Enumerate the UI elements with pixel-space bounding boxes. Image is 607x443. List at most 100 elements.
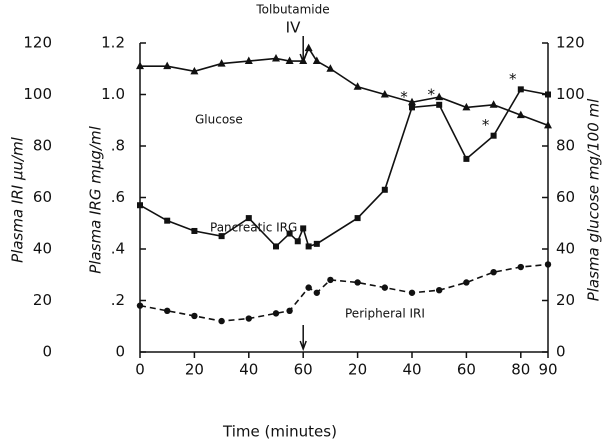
point <box>304 43 313 52</box>
y3-tick-label: 120 <box>23 34 52 52</box>
x-tick-label: 80 <box>511 361 530 379</box>
y2-tick-label: 40 <box>556 240 575 258</box>
point <box>544 261 552 268</box>
x-tick-label: 60 <box>294 361 313 379</box>
y3-tick-label: 0 <box>42 343 52 361</box>
y2-tick-label: 80 <box>556 137 575 155</box>
y-axis-label: Plasma IRG mμg/ml <box>87 125 105 273</box>
y2-axis-label: Plasma glucose mg/100 ml <box>585 98 603 301</box>
y2-tick-label: 120 <box>556 34 585 52</box>
event-arrow-head <box>299 340 307 352</box>
point <box>190 66 199 75</box>
point <box>381 186 388 193</box>
y3-tick-label: 40 <box>33 240 52 258</box>
y2-tick-label: 60 <box>556 188 575 206</box>
point <box>217 59 226 67</box>
point <box>517 263 524 271</box>
point <box>164 217 171 224</box>
x-tick-label: 0 <box>135 361 145 379</box>
point <box>163 61 172 70</box>
point <box>136 61 144 70</box>
point <box>164 307 171 314</box>
point <box>381 284 388 291</box>
point <box>436 287 443 294</box>
point <box>463 155 470 162</box>
point <box>517 86 524 93</box>
point <box>408 97 416 106</box>
x-tick-label: 40 <box>402 361 421 379</box>
point <box>435 92 444 101</box>
point <box>409 104 415 111</box>
point <box>285 56 294 65</box>
point <box>286 307 293 314</box>
point <box>300 225 307 232</box>
annotation: * <box>427 85 435 103</box>
y-tick-label: .4 <box>111 240 125 258</box>
point <box>354 215 361 222</box>
point <box>516 110 525 119</box>
point <box>313 240 320 247</box>
point <box>245 315 252 322</box>
point <box>136 302 144 309</box>
point <box>489 100 498 108</box>
point <box>272 53 280 62</box>
point <box>273 243 279 250</box>
series-label: Pancreatic IRG <box>210 221 297 235</box>
annotation: * <box>400 88 408 106</box>
point <box>286 230 293 237</box>
point <box>137 202 143 209</box>
point <box>244 56 253 65</box>
point <box>408 289 416 296</box>
y-tick-label: .2 <box>111 291 125 309</box>
point <box>380 90 389 98</box>
y3-tick-label: 80 <box>33 137 52 155</box>
point <box>462 102 471 111</box>
x-tick-label: 60 <box>457 361 476 379</box>
y-tick-label: .6 <box>111 188 125 206</box>
event-label: Tolbutamide <box>255 3 329 17</box>
point <box>490 132 497 139</box>
point <box>299 56 308 65</box>
point <box>272 310 280 317</box>
y3-tick-label: 60 <box>33 188 52 206</box>
y-tick-label: 1.0 <box>101 85 125 103</box>
axes-frame <box>139 43 549 353</box>
point <box>191 312 198 320</box>
series-label: Peripheral IRI <box>345 307 425 321</box>
point <box>353 82 362 90</box>
y3-tick-label: 100 <box>23 85 52 103</box>
point <box>312 56 321 65</box>
point <box>463 279 470 286</box>
y2-tick-label: 20 <box>556 291 575 309</box>
point <box>218 317 225 325</box>
y2-tick-label: 0 <box>556 343 566 361</box>
point <box>305 243 312 250</box>
x-axis-label: Time (minutes) <box>222 423 337 441</box>
x-tick-label: 20 <box>348 361 367 379</box>
series-line <box>139 263 549 322</box>
point <box>313 289 320 296</box>
event-sublabel: IV <box>286 19 301 37</box>
point <box>218 233 225 240</box>
point <box>354 279 361 286</box>
point <box>544 120 552 129</box>
point <box>245 215 252 222</box>
x-tick-label: 90 <box>538 361 557 379</box>
point <box>436 101 443 108</box>
y-tick-label: 1.2 <box>101 34 125 52</box>
point <box>294 238 301 245</box>
y-tick-label: .8 <box>111 137 125 155</box>
x-tick-label: 40 <box>239 361 258 379</box>
y3-tick-label: 20 <box>33 291 52 309</box>
point <box>327 276 334 284</box>
point <box>305 284 312 291</box>
x-tick-label: 20 <box>185 361 204 379</box>
series-label: Glucose <box>195 113 243 127</box>
y-tick-label: 0 <box>115 343 125 361</box>
annotation: * <box>482 116 490 134</box>
point <box>545 91 551 98</box>
point <box>326 64 335 72</box>
annotation: * <box>509 70 517 88</box>
y2-tick-label: 100 <box>556 85 585 103</box>
